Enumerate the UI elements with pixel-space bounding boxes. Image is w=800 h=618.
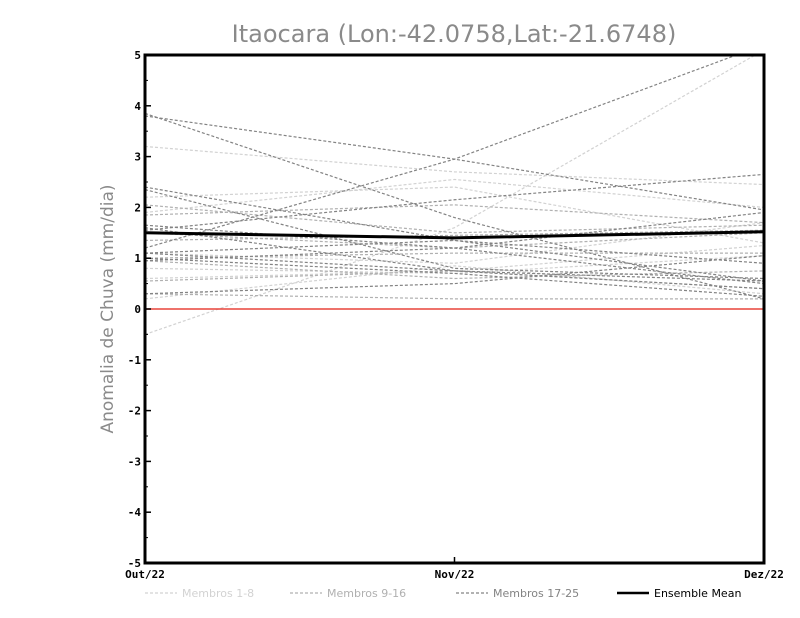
member-line-17: [145, 115, 764, 211]
member-line-7: [145, 265, 764, 300]
x-tick-label: Nov/22: [435, 568, 475, 581]
legend-label: Membros 1-8: [182, 587, 254, 600]
member-line-24: [145, 239, 764, 264]
member-line-19: [145, 186, 764, 282]
legend-label: Membros 17-25: [493, 587, 579, 600]
member-line-25: [145, 173, 764, 231]
series-lines: [145, 55, 764, 335]
y-tick-label: 2: [134, 201, 141, 214]
legend-label: Membros 9-16: [327, 587, 406, 600]
member-line-6: [145, 255, 764, 275]
y-tick-label: 4: [134, 100, 141, 113]
member-line-20: [145, 189, 764, 280]
y-tick-label: 3: [134, 151, 141, 164]
x-tick-label: Dez/22: [744, 568, 784, 581]
member-line-5: [145, 222, 764, 264]
member-line-2: [145, 145, 764, 186]
member-line-12: [145, 260, 764, 280]
chart-title: Itaocara (Lon:-42.0758,Lat:-21.6748): [232, 20, 677, 48]
member-line-11: [145, 252, 764, 259]
member-line-1: [145, 55, 757, 335]
y-tick-label: 5: [134, 49, 141, 62]
member-line-21: [145, 224, 764, 285]
member-line-8: [145, 244, 764, 280]
ensemble-mean-line: [145, 230, 764, 240]
member-line-22: [145, 55, 739, 249]
y-tick-label: 0: [134, 303, 141, 316]
member-line-23: [145, 211, 764, 262]
y-axis-label: Anomalia de Chuva (mm/dia): [98, 184, 118, 433]
member-line-29: [145, 227, 764, 282]
y-tick-label: -2: [128, 405, 141, 418]
member-line-15: [145, 232, 764, 249]
y-tick-label: -1: [128, 354, 142, 367]
x-tick-label: Out/22: [125, 568, 165, 581]
y-tick-label: -5: [128, 557, 141, 570]
member-line-16: [145, 204, 764, 224]
member-line-4: [145, 178, 764, 214]
member-line-27: [145, 255, 764, 295]
legend-label: Ensemble Mean: [654, 587, 741, 600]
legend: Membros 1-8 Membros 9-16 Membros 17-25 Ense…: [145, 587, 741, 600]
member-line-18: [145, 112, 764, 300]
member-line-9: [145, 204, 764, 234]
member-line-10: [145, 229, 764, 242]
y-tick-label: -4: [128, 506, 142, 519]
y-tick-label: -3: [128, 455, 141, 468]
member-line-14: [145, 293, 764, 300]
y-tick-label: 1: [134, 252, 141, 265]
member-line-26: [145, 257, 764, 297]
